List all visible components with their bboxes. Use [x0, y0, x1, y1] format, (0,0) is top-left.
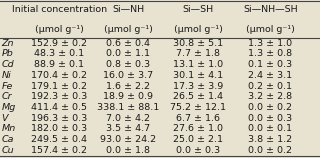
Text: (μmol g⁻¹): (μmol g⁻¹) [246, 25, 295, 34]
Text: 30.1 ± 4.1: 30.1 ± 4.1 [173, 71, 223, 80]
Text: 192.3 ± 0.3: 192.3 ± 0.3 [31, 92, 87, 101]
Text: Mn: Mn [2, 124, 16, 133]
Text: Cr: Cr [2, 92, 12, 101]
Text: Initial concentration: Initial concentration [12, 5, 107, 14]
Text: 0.6 ± 0.4: 0.6 ± 0.4 [106, 39, 150, 48]
Text: Si—SH: Si—SH [183, 5, 214, 14]
Text: 0.0 ± 0.2: 0.0 ± 0.2 [248, 146, 292, 155]
Text: 27.6 ± 1.0: 27.6 ± 1.0 [173, 124, 223, 133]
Text: 18.9 ± 0.9: 18.9 ± 0.9 [103, 92, 153, 101]
Text: 249.5 ± 0.4: 249.5 ± 0.4 [31, 135, 87, 144]
Text: Ca: Ca [2, 135, 14, 144]
Text: 48.3 ± 0.1: 48.3 ± 0.1 [34, 49, 84, 58]
Text: 7.0 ± 4.2: 7.0 ± 4.2 [106, 114, 150, 123]
Text: Fe: Fe [2, 82, 13, 91]
Text: 3.2 ± 2.8: 3.2 ± 2.8 [248, 92, 292, 101]
Text: 2.4 ± 3.1: 2.4 ± 3.1 [248, 71, 292, 80]
Text: 152.9 ± 0.2: 152.9 ± 0.2 [31, 39, 87, 48]
Text: 25.0 ± 2.1: 25.0 ± 2.1 [173, 135, 223, 144]
Text: 1.3 ± 0.8: 1.3 ± 0.8 [248, 49, 292, 58]
Text: 17.3 ± 3.9: 17.3 ± 3.9 [173, 82, 224, 91]
Text: Ni: Ni [2, 71, 11, 80]
Text: Si—NH—SH: Si—NH—SH [243, 5, 298, 14]
Text: 0.0 ± 0.3: 0.0 ± 0.3 [248, 114, 292, 123]
Text: 6.7 ± 1.6: 6.7 ± 1.6 [176, 114, 220, 123]
Text: 157.4 ± 0.2: 157.4 ± 0.2 [31, 146, 87, 155]
Text: 3.8 ± 1.2: 3.8 ± 1.2 [248, 135, 292, 144]
Text: 338.1 ± 88.1: 338.1 ± 88.1 [97, 103, 159, 112]
Text: 3.5 ± 4.7: 3.5 ± 4.7 [106, 124, 150, 133]
Text: Mg: Mg [2, 103, 16, 112]
Text: Si—NH: Si—NH [112, 5, 144, 14]
Text: 0.2 ± 0.1: 0.2 ± 0.1 [248, 82, 292, 91]
Text: (μmol g⁻¹): (μmol g⁻¹) [174, 25, 223, 34]
Text: 1.3 ± 1.0: 1.3 ± 1.0 [248, 39, 292, 48]
Text: 0.0 ± 1.8: 0.0 ± 1.8 [106, 146, 150, 155]
Text: 170.4 ± 0.2: 170.4 ± 0.2 [31, 71, 87, 80]
Text: 0.0 ± 0.1: 0.0 ± 0.1 [248, 124, 292, 133]
Text: 7.7 ± 1.8: 7.7 ± 1.8 [176, 49, 220, 58]
Text: 88.9 ± 0.1: 88.9 ± 0.1 [34, 60, 84, 69]
Text: Cd: Cd [2, 60, 14, 69]
Text: 30.8 ± 5.1: 30.8 ± 5.1 [173, 39, 223, 48]
Text: 182.0 ± 0.3: 182.0 ± 0.3 [31, 124, 87, 133]
Text: 0.1 ± 0.3: 0.1 ± 0.3 [248, 60, 292, 69]
Text: 13.1 ± 1.0: 13.1 ± 1.0 [173, 60, 223, 69]
Text: (μmol g⁻¹): (μmol g⁻¹) [104, 25, 152, 34]
Text: Zn: Zn [2, 39, 14, 48]
Text: Cu: Cu [2, 146, 14, 155]
Text: 0.0 ± 0.2: 0.0 ± 0.2 [248, 103, 292, 112]
Text: 93.0 ± 24.2: 93.0 ± 24.2 [100, 135, 156, 144]
Text: V: V [2, 114, 8, 123]
Text: (μmol g⁻¹): (μmol g⁻¹) [35, 25, 84, 34]
Text: 16.0 ± 3.7: 16.0 ± 3.7 [103, 71, 153, 80]
Text: 0.0 ± 1.1: 0.0 ± 1.1 [106, 49, 150, 58]
Text: 26.5 ± 1.4: 26.5 ± 1.4 [173, 92, 223, 101]
Text: Pb: Pb [2, 49, 13, 58]
Text: 1.6 ± 2.2: 1.6 ± 2.2 [106, 82, 150, 91]
Text: 0.0 ± 0.3: 0.0 ± 0.3 [176, 146, 220, 155]
Text: 0.8 ± 0.3: 0.8 ± 0.3 [106, 60, 150, 69]
Text: 411.4 ± 0.5: 411.4 ± 0.5 [31, 103, 87, 112]
Text: 179.1 ± 0.2: 179.1 ± 0.2 [31, 82, 87, 91]
Text: 196.3 ± 0.3: 196.3 ± 0.3 [31, 114, 87, 123]
Text: 75.2 ± 12.1: 75.2 ± 12.1 [171, 103, 227, 112]
